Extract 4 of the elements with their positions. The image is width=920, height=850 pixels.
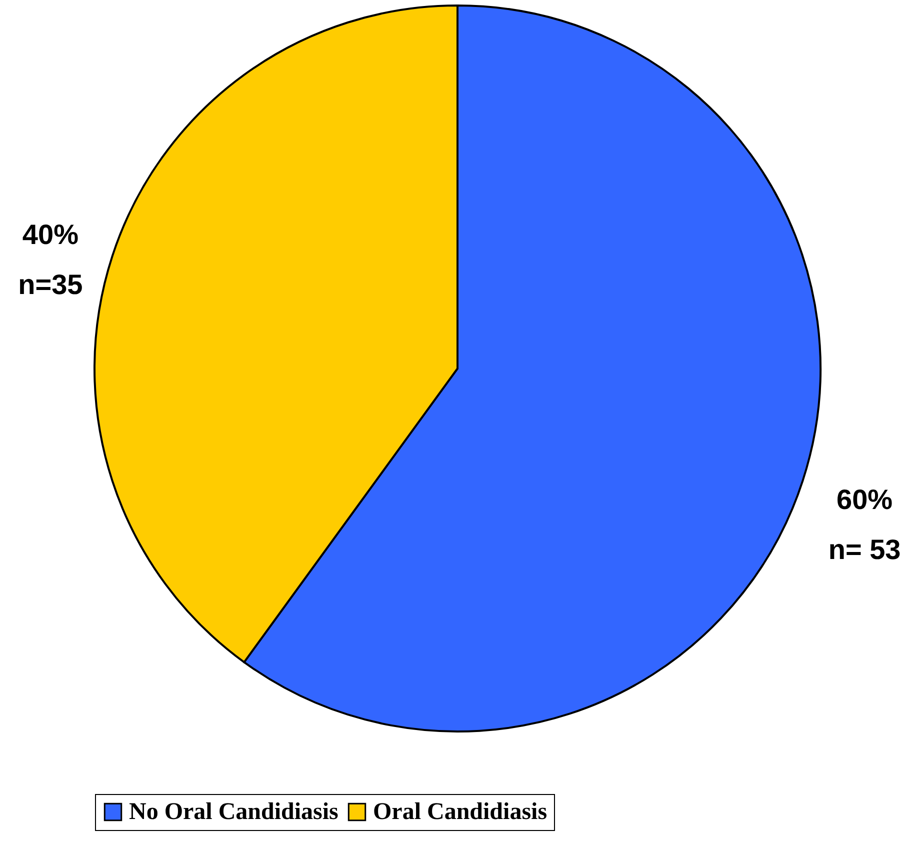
legend-label: Oral Candidiasis [373, 799, 548, 825]
legend-label: No Oral Candidiasis [129, 799, 338, 825]
data-label: 40% n=35 [18, 219, 83, 300]
data-label: 60% n= 53 [828, 484, 901, 565]
